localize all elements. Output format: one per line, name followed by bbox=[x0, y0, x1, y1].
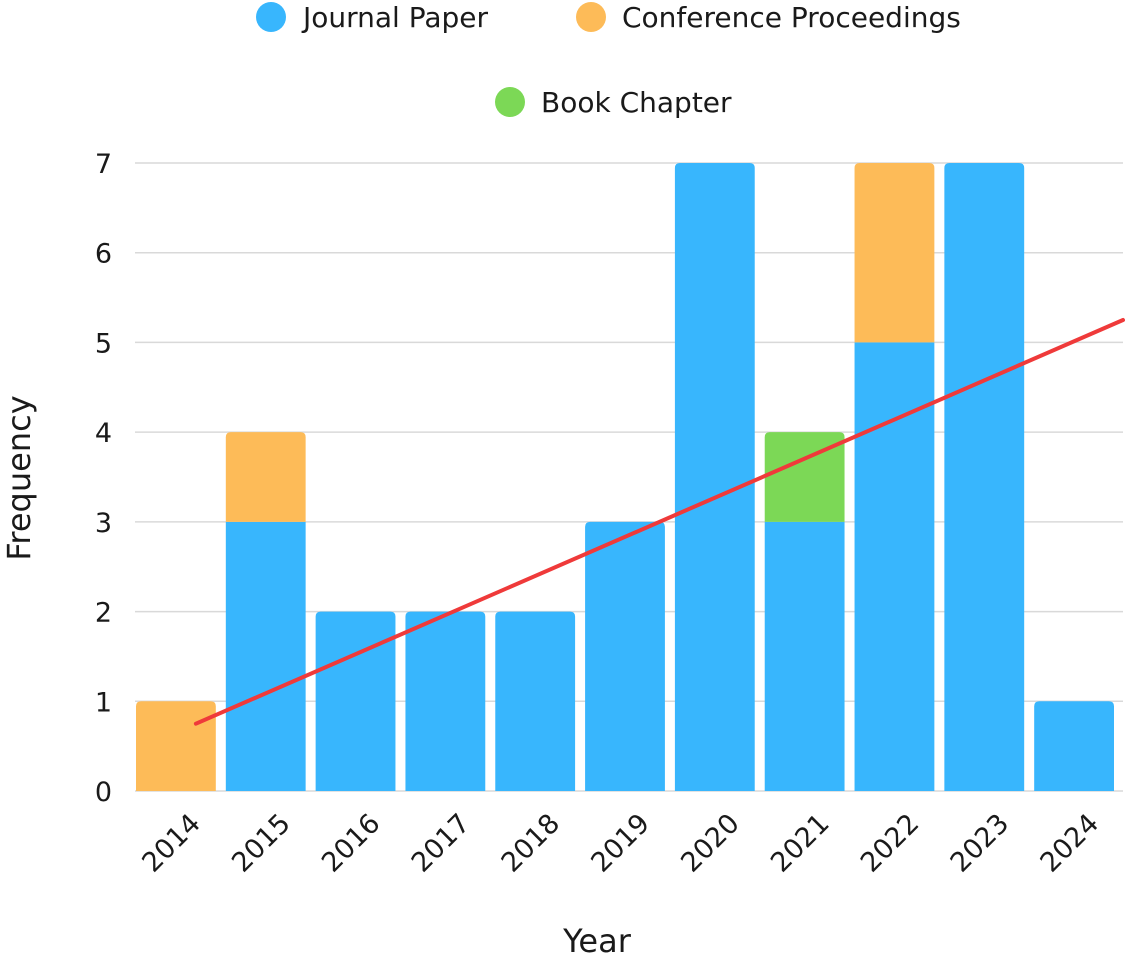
bar-segment-2022-conference-proceedings bbox=[854, 163, 935, 343]
y-tick-label: 5 bbox=[95, 328, 112, 359]
legend-label: Journal Paper bbox=[301, 1, 489, 34]
y-tick-label: 3 bbox=[95, 508, 112, 539]
bar-segment-2018-journal-paper bbox=[495, 611, 576, 791]
x-tick-label: 2017 bbox=[406, 808, 477, 879]
legend-swatch bbox=[576, 2, 606, 32]
legend-label: Conference Proceedings bbox=[622, 1, 961, 34]
bar-segment-2021-book-chapter bbox=[764, 432, 845, 522]
legend-label: Book Chapter bbox=[541, 86, 732, 119]
x-tick-label: 2016 bbox=[316, 808, 387, 879]
x-axis-ticks: 2014 2015 2016 2017 2018 2019 2020 2021 2022 2023… bbox=[136, 808, 1105, 879]
bar-segment-2015-conference-proceedings bbox=[225, 432, 306, 522]
legend: Journal Paper Conference Proceedings Book … bbox=[256, 1, 961, 119]
bar-segment-2022-journal-paper bbox=[854, 342, 935, 791]
trendline bbox=[193, 318, 1125, 726]
y-tick-label: 4 bbox=[95, 418, 112, 449]
x-tick-label: 2015 bbox=[226, 808, 297, 879]
x-tick-label: 2020 bbox=[675, 808, 746, 879]
bar-segment-2024-journal-paper bbox=[1034, 701, 1114, 791]
legend-swatch bbox=[256, 2, 286, 32]
x-tick-label: 2018 bbox=[496, 808, 567, 879]
legend-swatch bbox=[495, 87, 525, 117]
bar-segment-2019-journal-paper bbox=[585, 521, 665, 791]
bar-segment-2017-journal-paper bbox=[405, 611, 486, 791]
bar-segment-2020-journal-paper bbox=[674, 163, 755, 791]
x-axis-title: Year bbox=[562, 922, 632, 959]
bar-segment-2014-conference-proceedings bbox=[136, 701, 216, 791]
x-tick-label: 2019 bbox=[585, 808, 656, 879]
y-axis-title: Frequency bbox=[0, 395, 38, 560]
y-tick-label: 0 bbox=[95, 777, 112, 808]
x-tick-label: 2023 bbox=[945, 808, 1016, 879]
y-tick-label: 1 bbox=[95, 687, 112, 718]
bar-segment-2015-journal-paper bbox=[225, 521, 306, 791]
y-tick-label: 7 bbox=[95, 149, 112, 180]
bar-segment-2016-journal-paper bbox=[315, 611, 396, 791]
bars bbox=[136, 163, 1114, 791]
y-axis-ticks: 0 1 2 3 4 5 6 7 bbox=[95, 149, 112, 808]
y-tick-label: 6 bbox=[95, 239, 112, 270]
bar-segment-2021-journal-paper bbox=[764, 521, 845, 791]
y-tick-label: 2 bbox=[95, 598, 112, 629]
trend-line bbox=[193, 318, 1125, 726]
x-tick-label: 2022 bbox=[855, 808, 926, 879]
x-tick-label: 2024 bbox=[1035, 808, 1106, 879]
bar-segment-2023-journal-paper bbox=[944, 163, 1025, 791]
x-tick-label: 2021 bbox=[765, 808, 836, 879]
x-tick-label: 2014 bbox=[136, 808, 207, 879]
